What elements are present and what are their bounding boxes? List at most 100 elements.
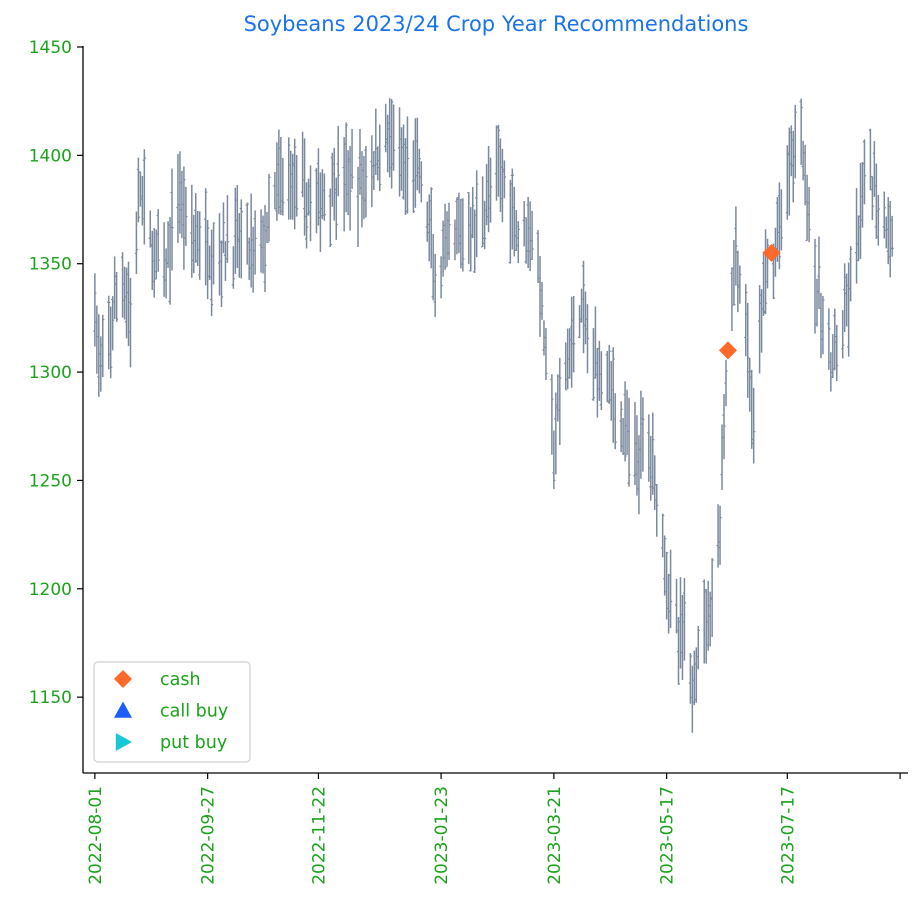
ohlc-bar <box>473 209 477 274</box>
ohlc-bar <box>763 229 768 315</box>
ohlc-bar <box>316 148 321 226</box>
ohlc-bar <box>732 239 736 306</box>
ohlc-bar <box>789 125 793 177</box>
ohlc-bar <box>194 193 198 263</box>
ohlc-bar <box>815 278 819 327</box>
ohlc-bar <box>439 256 443 299</box>
ohlc-bar <box>111 296 115 351</box>
ohlc-bar <box>142 149 146 245</box>
ohlc-bars <box>93 98 894 733</box>
ohlc-bar <box>581 260 586 354</box>
ohlc-bar <box>247 237 251 280</box>
ohlc-bar <box>443 203 447 270</box>
ohlc-bar <box>556 374 560 422</box>
ohlc-bar <box>787 127 791 216</box>
ohlc-bar <box>445 211 449 267</box>
ohlc-bar <box>623 381 627 462</box>
ohlc-bar <box>289 150 293 220</box>
ohlc-bar <box>530 210 534 261</box>
ohlc-bar <box>665 551 669 620</box>
ohlc-bar <box>334 177 338 240</box>
ohlc-bar <box>344 122 348 213</box>
x-tick-label: 2022-11-22 <box>309 786 329 885</box>
ohlc-bar <box>500 148 505 223</box>
ohlc-bar <box>308 165 313 242</box>
ohlc-bar <box>564 342 568 391</box>
legend-item-cash: cash <box>114 670 201 690</box>
ohlc-bar <box>107 295 111 370</box>
legend-marker <box>115 733 132 751</box>
ohlc-bar <box>508 179 512 264</box>
ohlc-bar <box>591 328 596 401</box>
legend-item-call-buy: call buy <box>114 701 228 722</box>
x-tick-label: 2023-03-21 <box>545 786 565 885</box>
ohlc-bar <box>494 125 499 201</box>
ohlc-bar <box>621 417 625 456</box>
ohlc-bar <box>461 198 465 272</box>
ohlc-bar <box>688 653 692 704</box>
ohlc-bar <box>882 191 886 239</box>
x-tick-label: 2023-05-17 <box>658 786 678 885</box>
ohlc-bar <box>332 147 336 221</box>
ohlc-bar <box>261 215 265 274</box>
ohlc-bar <box>661 513 665 558</box>
ohlc-bar <box>302 138 307 236</box>
ohlc-bar <box>219 240 224 307</box>
ohlc-bar <box>884 216 888 249</box>
ohlc-bar <box>399 127 404 191</box>
ohlc-bar <box>138 171 142 207</box>
ohlc-bar <box>696 625 700 670</box>
ohlc-bar <box>593 306 598 379</box>
ohlc-bar <box>405 116 410 214</box>
ohlc-bar <box>93 273 97 347</box>
ohlc-bar <box>417 148 421 194</box>
ohlc-bar <box>209 229 214 317</box>
ohlc-bar <box>267 173 271 242</box>
ohlc-bar <box>886 197 890 265</box>
ohlc-bar <box>109 306 113 379</box>
ohlc-bar <box>568 328 572 379</box>
ohlc-bar <box>736 250 740 313</box>
ohlc-bar <box>637 435 641 515</box>
ohlc-bar <box>225 195 230 263</box>
ohlc-bar <box>388 98 392 178</box>
ohlc-bar <box>249 193 253 288</box>
ohlc-bar <box>304 182 309 249</box>
legend-label: cash <box>160 670 201 690</box>
ohlc-bar <box>348 145 352 231</box>
ohlc-bar <box>668 549 673 628</box>
y-tick-label: 1300 <box>29 363 72 383</box>
x-tick-label: 2023-01-23 <box>432 786 452 885</box>
ohlc-bar <box>718 505 722 565</box>
ohlc-bar <box>639 390 643 479</box>
ohlc-bar <box>429 187 433 269</box>
ohlc-bar <box>759 289 764 353</box>
ohlc-bar <box>306 178 311 216</box>
ohlc-bar <box>190 184 194 278</box>
ohlc-bar <box>122 266 127 320</box>
legend-marker <box>114 670 132 688</box>
ohlc-bar <box>488 157 493 223</box>
ohlc-bar <box>807 186 811 243</box>
ohlc-bar <box>358 128 362 195</box>
ohlc-bar <box>858 162 863 259</box>
ohlc-bar <box>124 267 129 339</box>
ohlc-bar <box>356 166 360 248</box>
ohlc-bar <box>785 145 789 220</box>
y-tick-label: 1250 <box>29 471 72 491</box>
ohlc-bar <box>613 393 617 450</box>
ohlc-bar <box>235 185 239 269</box>
ohlc-bar <box>730 267 734 332</box>
ohlc-bar <box>536 230 540 283</box>
ohlc-bar <box>481 176 485 248</box>
ohlc-bar <box>198 211 202 280</box>
ohlc-bar <box>720 424 724 491</box>
ohlc-bar <box>512 186 516 257</box>
ohlc-bar <box>845 273 849 327</box>
ohlc-bar <box>803 144 807 206</box>
ohlc-bar <box>259 209 263 273</box>
ohlc-bar <box>734 206 738 286</box>
ohlc-bar <box>148 210 152 248</box>
ohlc-bar <box>611 347 615 443</box>
